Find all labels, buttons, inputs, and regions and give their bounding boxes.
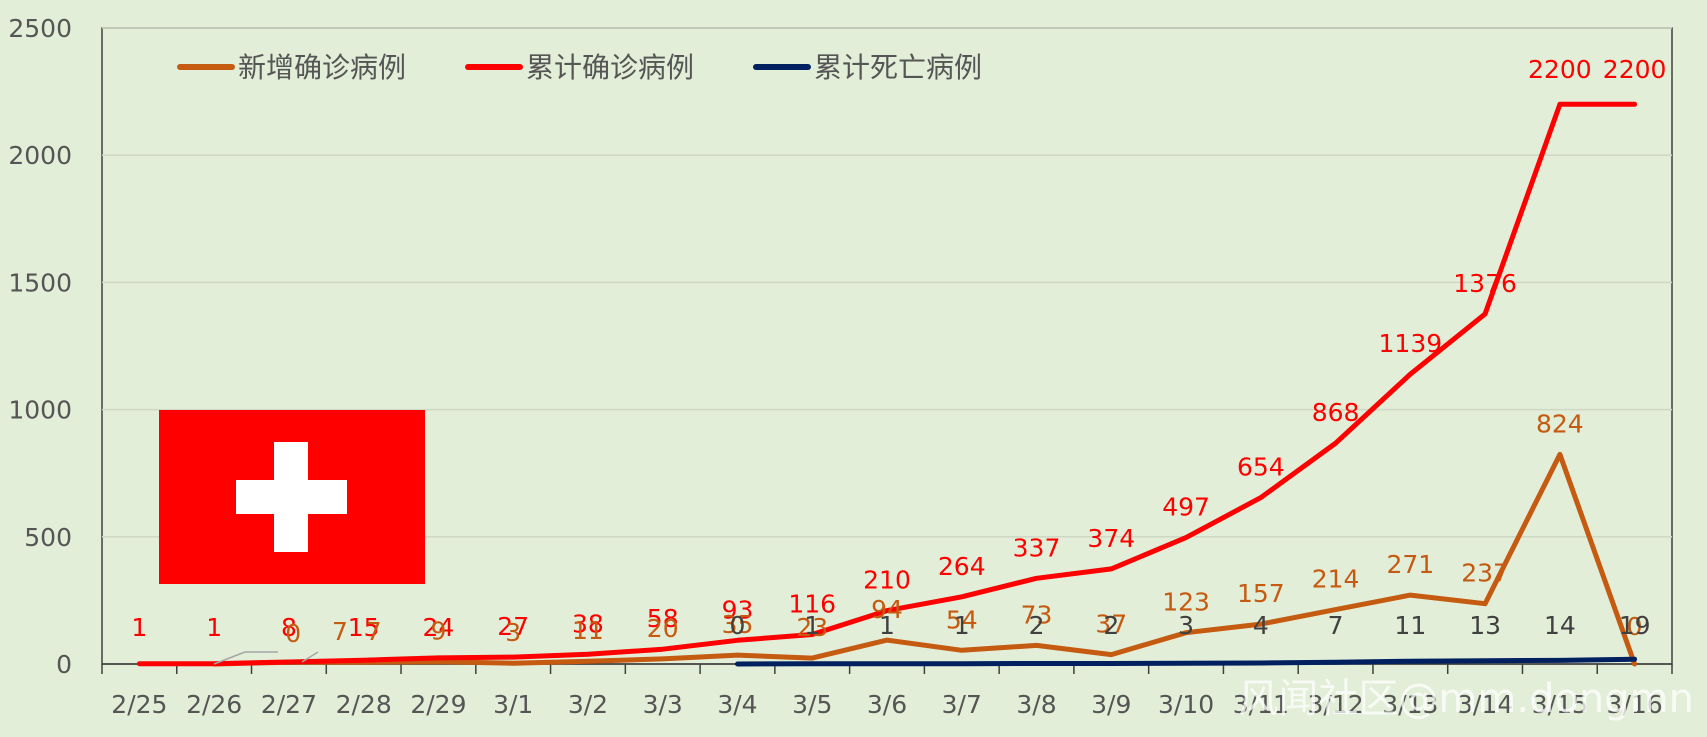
data-label-cumulative-2: 8 — [281, 613, 297, 642]
series-line-0 — [211, 451, 1638, 667]
data-label-deaths-9: 1 — [804, 611, 820, 640]
y-axis: 0 500 1000 1500 2000 2500 — [8, 14, 72, 679]
data-label-daily-7: 20 — [647, 614, 679, 643]
x-tick-label-3/6: 3/6 — [867, 690, 907, 719]
x-tick-label-2/26: 2/26 — [186, 690, 242, 719]
x-tick-label-3/11: 3/11 — [1233, 690, 1289, 719]
x-tick-label-3/14: 3/14 — [1457, 690, 1513, 719]
data-label-daily-16: 214 — [1312, 565, 1360, 594]
data-label-daily-4: 9 — [430, 617, 446, 646]
data-label-deaths-16: 7 — [1328, 611, 1344, 640]
data-label-cumulative-13: 374 — [1087, 524, 1135, 553]
series-line-2 — [735, 656, 1638, 667]
data-label-daily-14: 123 — [1162, 588, 1210, 617]
x-tick-label-3/1: 3/1 — [493, 690, 533, 719]
leader-line — [301, 651, 319, 663]
data-label-cumulative-4: 24 — [423, 613, 455, 642]
legend-label-1: 累计确诊病例 — [526, 51, 694, 84]
data-label-cumulative-10: 210 — [863, 566, 911, 595]
data-label-deaths-13: 2 — [1103, 611, 1119, 640]
data-label-daily-9: 23 — [796, 613, 828, 642]
data-label-daily-12: 73 — [1021, 600, 1053, 629]
data-label-daily-5: 3 — [505, 618, 521, 647]
series-lines — [136, 101, 1638, 667]
legend: 新增确诊病例 累计确诊病例 累计死亡病例 — [177, 51, 982, 84]
legend-label-2: 累计死亡病例 — [814, 51, 982, 84]
data-label-deaths-11: 1 — [954, 611, 970, 640]
data-label-deaths-15: 4 — [1253, 611, 1269, 640]
x-tick-label-2/28: 2/28 — [336, 690, 392, 719]
x-tick-label-3/4: 3/4 — [717, 690, 757, 719]
data-label-cumulative-3: 15 — [348, 613, 380, 642]
data-label-daily-19: 824 — [1536, 409, 1584, 438]
x-axis: 2/25 2/26 2/27 2/28 2/29 3/1 3/2 3/3 3/4 3/5 3/6 3/… — [101, 663, 1673, 719]
x-tick-label-3/10: 3/10 — [1158, 690, 1214, 719]
x-tick-label-3/12: 3/12 — [1308, 690, 1364, 719]
data-label-cumulative-16: 868 — [1312, 398, 1360, 427]
x-tick-label-3/2: 3/2 — [568, 690, 608, 719]
data-label-cumulative-18: 1376 — [1453, 269, 1517, 298]
y-tick-label-500: 500 — [24, 523, 72, 552]
data-label-cumulative-20: 2200 — [1603, 55, 1667, 84]
data-label-deaths-10: 1 — [879, 611, 895, 640]
x-tick-label-3/3: 3/3 — [643, 690, 683, 719]
y-tick-label-2500: 2500 — [8, 14, 72, 43]
data-label-daily-17: 271 — [1386, 550, 1434, 579]
data-label-cumulative-1: 1 — [206, 613, 222, 642]
x-tick-label-3/5: 3/5 — [792, 690, 832, 719]
data-label-cumulative-0: 1 — [131, 613, 147, 642]
x-tick-label-3/8: 3/8 — [1016, 690, 1056, 719]
data-label-deaths-12: 2 — [1029, 611, 1045, 640]
data-label-deaths-18: 13 — [1469, 611, 1501, 640]
data-label-cumulative-5: 27 — [497, 612, 529, 641]
y-tick-label-2000: 2000 — [8, 141, 72, 170]
data-label-daily-11: 54 — [946, 605, 978, 634]
data-label-cumulative-7: 58 — [647, 604, 679, 633]
data-label-daily-3: 7 — [366, 617, 382, 646]
data-label-daily-15: 157 — [1237, 579, 1285, 608]
data-label-deaths-8: 0 — [730, 611, 746, 640]
data-label-cumulative-9: 116 — [788, 589, 836, 618]
data-label-cumulative-14: 497 — [1162, 493, 1210, 522]
data-label-daily-20: 0 — [1627, 612, 1643, 641]
leader-line — [213, 651, 246, 665]
data-label-cumulative-6: 38 — [572, 609, 604, 638]
data-label-cumulative-12: 337 — [1013, 533, 1061, 562]
data-label-cumulative-11: 264 — [938, 552, 986, 581]
flag-cross-horizontal — [236, 480, 347, 514]
data-label-deaths-19: 14 — [1544, 611, 1576, 640]
data-label-deaths-14: 3 — [1178, 611, 1194, 640]
data-label-daily-18: 237 — [1461, 559, 1509, 588]
x-tick-label-3/16: 3/16 — [1607, 690, 1663, 719]
data-label-daily-13: 37 — [1095, 610, 1127, 639]
watermark-text: 风闻社区@mm.dongmn — [1238, 676, 1694, 722]
x-tick-label-2/29: 2/29 — [410, 690, 466, 719]
swiss-flag — [159, 410, 425, 584]
x-tick-label-2/27: 2/27 — [261, 690, 317, 719]
data-label-cumulative-17: 1139 — [1379, 329, 1443, 358]
y-tick-label-1000: 1000 — [8, 396, 72, 425]
data-label-daily-10: 94 — [871, 595, 903, 624]
legend-label-0: 新增确诊病例 — [238, 51, 406, 84]
data-label-deaths-17: 11 — [1394, 611, 1426, 640]
data-label-daily-1: 0 — [285, 619, 301, 648]
data-label-cumulative-19: 2200 — [1528, 55, 1592, 84]
x-tick-label-3/9: 3/9 — [1091, 690, 1131, 719]
x-tick-label-3/7: 3/7 — [942, 690, 982, 719]
data-label-daily-2: 7 — [332, 617, 348, 646]
data-label-deaths-20: 19 — [1619, 611, 1651, 640]
data-label-daily-6: 11 — [572, 616, 604, 645]
y-tick-label-0: 0 — [56, 650, 72, 679]
data-label-cumulative-8: 93 — [722, 595, 754, 624]
x-tick-label-3/13: 3/13 — [1382, 690, 1438, 719]
y-tick-label-1500: 1500 — [8, 268, 72, 297]
x-tick-label-2/25: 2/25 — [111, 690, 167, 719]
series-line-1 — [136, 101, 1638, 667]
x-tick-label-3/15: 3/15 — [1532, 690, 1588, 719]
data-label-daily-8: 35 — [722, 610, 754, 639]
data-label-cumulative-15: 654 — [1237, 453, 1285, 482]
